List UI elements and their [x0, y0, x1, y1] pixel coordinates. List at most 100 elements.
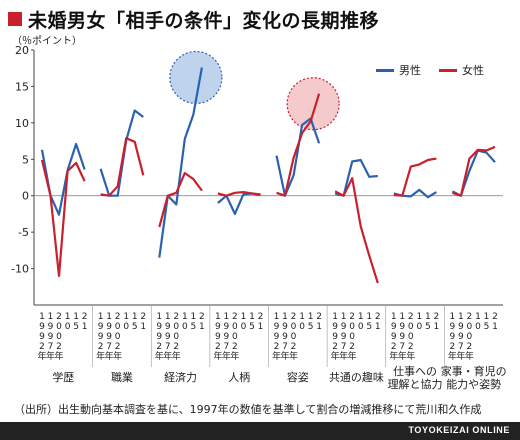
x-tick-label: 9 — [332, 322, 338, 332]
x-tick-label: 0 — [416, 322, 422, 332]
x-tick-label: 1 — [341, 312, 347, 322]
x-tick-label: 0 — [65, 322, 71, 332]
x-tick-label: 2 — [56, 312, 62, 322]
x-tick-label: 年 — [456, 350, 465, 362]
x-tick-label: 1 — [332, 312, 338, 322]
series-line-male — [451, 149, 496, 197]
chart-title-block: 未婚男女「相手の条件」変化の長期推移 — [8, 6, 379, 32]
x-tick-label: 0 — [349, 332, 355, 342]
x-tick-label: 9 — [156, 322, 162, 332]
x-tick-label: 9 — [282, 322, 288, 332]
category-label: 容姿 — [287, 370, 309, 384]
x-tick-label: 1 — [450, 312, 456, 322]
x-tick-label: 9 — [98, 322, 104, 332]
x-tick-label: 7 — [48, 342, 54, 352]
x-tick-label: 9 — [282, 332, 288, 342]
y-tick-label: -5 — [18, 226, 29, 239]
x-tick-label: 9 — [274, 322, 280, 332]
x-tick-label: 1 — [132, 312, 138, 322]
x-tick-label: 0 — [56, 332, 62, 342]
x-tick-label: 5 — [425, 322, 431, 332]
x-tick-label: 1 — [241, 312, 247, 322]
x-tick-label: 年 — [105, 350, 114, 362]
series-line-male — [334, 158, 378, 197]
x-tick-label: 2 — [115, 312, 121, 322]
x-tick-label: 5 — [308, 322, 314, 332]
series-line-female — [217, 191, 261, 197]
x-tick-label: 5 — [484, 322, 490, 332]
x-tick-label: 1 — [484, 312, 490, 322]
x-tick-label: 年 — [289, 350, 298, 362]
x-tick-label: 1 — [165, 312, 171, 322]
x-tick-label: 9 — [341, 332, 347, 342]
series-line-male — [217, 192, 261, 215]
x-tick-label: 2 — [434, 312, 440, 322]
x-tick-label: 1 — [182, 312, 188, 322]
x-tick-label: 1 — [106, 312, 112, 322]
category-label: 学歴 — [52, 370, 74, 384]
x-tick-label: 0 — [115, 322, 121, 332]
x-tick-label: 1 — [358, 312, 364, 322]
x-tick-label: 9 — [224, 332, 230, 342]
x-tick-label: 年 — [348, 350, 357, 362]
x-tick-label: 0 — [173, 322, 179, 332]
x-tick-label: 9 — [165, 332, 171, 342]
x-tick-label: 2 — [140, 312, 146, 322]
x-tick-label: 2 — [316, 312, 322, 322]
x-tick-label: 9 — [106, 332, 112, 342]
x-tick-label: 年 — [37, 350, 46, 362]
x-tick-label: 2 — [349, 312, 355, 322]
legend-swatch-male — [376, 68, 394, 72]
legend: 男性 女性 — [376, 62, 502, 78]
x-tick-label: 9 — [399, 322, 405, 332]
x-tick-label: 5 — [190, 322, 196, 332]
x-tick-label: 9 — [450, 332, 456, 342]
y-axis-unit-label: （％ポイント） — [12, 36, 82, 47]
x-tick-label: 9 — [48, 332, 54, 342]
x-tick-label: 1 — [65, 312, 71, 322]
series-line-female — [334, 177, 379, 284]
x-tick-label: 2 — [232, 312, 238, 322]
x-tick-label: 2 — [349, 342, 355, 352]
x-tick-label: 2 — [199, 312, 205, 322]
x-tick-label: 0 — [408, 322, 414, 332]
x-tick-label: 1 — [82, 322, 88, 332]
x-tick-label: 年 — [339, 350, 348, 362]
x-tick-label: 2 — [391, 342, 397, 352]
x-tick-label: 9 — [156, 332, 162, 342]
x-tick-label: 9 — [215, 322, 221, 332]
x-tick-label: 5 — [249, 322, 255, 332]
x-tick-label: 7 — [165, 342, 171, 352]
x-tick-label: 9 — [391, 322, 397, 332]
x-tick-label: 5 — [366, 322, 372, 332]
category-label: 家事・育児の — [441, 364, 507, 378]
y-tick-label: 5 — [22, 153, 29, 166]
x-tick-label: 1 — [215, 312, 221, 322]
x-tick-label: 0 — [291, 322, 297, 332]
x-tick-label: 2 — [291, 312, 297, 322]
x-tick-label: 9 — [458, 332, 464, 342]
series-line-male — [158, 67, 203, 258]
x-tick-label: 0 — [56, 322, 62, 332]
x-tick-label: 0 — [349, 322, 355, 332]
x-tick-label: 年 — [406, 350, 415, 362]
x-tick-label: 1 — [492, 322, 498, 332]
x-tick-label: 7 — [341, 342, 347, 352]
x-tick-label: 1 — [224, 312, 230, 322]
x-tick-label: 2 — [232, 342, 238, 352]
y-tick-label: -10 — [11, 263, 29, 276]
x-tick-label: 1 — [39, 312, 45, 322]
x-tick-label: 年 — [213, 350, 222, 362]
x-tick-label: 1 — [73, 312, 79, 322]
x-tick-label: 0 — [182, 322, 188, 332]
x-tick-label: 2 — [82, 312, 88, 322]
x-tick-label: 年 — [46, 350, 55, 362]
x-tick-label: 9 — [332, 332, 338, 342]
x-tick-label: 9 — [450, 322, 456, 332]
legend-item-female: 女性 — [439, 62, 484, 78]
x-tick-label: 7 — [399, 342, 405, 352]
x-tick-label: 9 — [458, 322, 464, 332]
x-tick-label: 1 — [190, 312, 196, 322]
y-tick-label: 0 — [22, 190, 29, 203]
x-tick-label: 0 — [232, 322, 238, 332]
